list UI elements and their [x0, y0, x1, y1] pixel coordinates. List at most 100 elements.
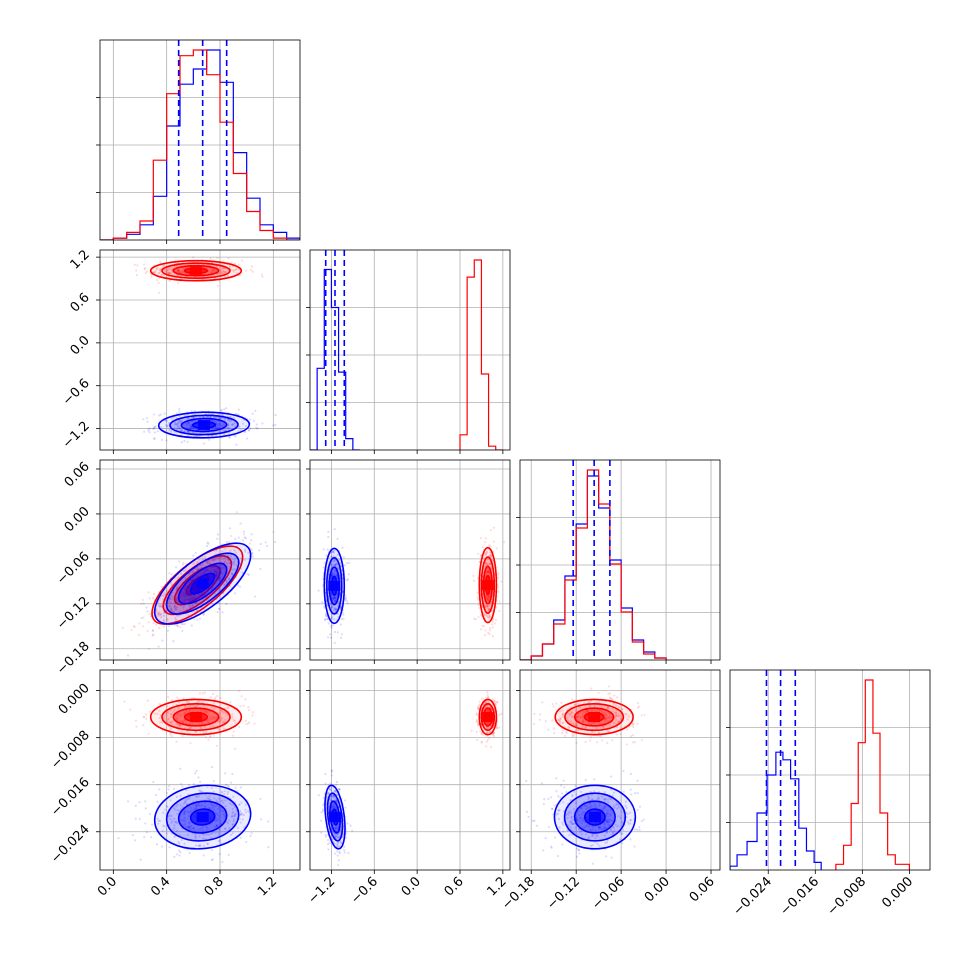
scatter-point: [212, 708, 216, 711]
scatter-point: [218, 566, 221, 569]
scatter-point: [225, 540, 228, 544]
scatter-point: [559, 717, 562, 720]
scatter-point: [563, 734, 566, 737]
scatter-point: [170, 606, 173, 610]
scatter-point: [214, 819, 217, 822]
scatter-point: [175, 265, 178, 268]
scatter-point: [216, 819, 219, 822]
scatter-point: [185, 423, 189, 426]
scatter-point: [625, 728, 628, 731]
scatter-point: [218, 422, 221, 425]
axes-frame: [519, 459, 721, 661]
scatter-point: [179, 594, 182, 597]
scatter-point: [233, 592, 236, 595]
scatter-point: [272, 424, 275, 427]
scatter-point: [219, 424, 222, 427]
scatter-point: [486, 721, 489, 725]
scatter-point: [224, 783, 227, 786]
scatter-point: [173, 426, 176, 429]
scatter-point: [239, 786, 243, 789]
scatter-point: [575, 723, 578, 727]
scatter-point: [332, 560, 335, 563]
y-tick-label: −1.2: [60, 419, 93, 452]
scatter-point: [326, 843, 330, 846]
scatter-point: [332, 550, 335, 553]
scatter-point: [561, 713, 565, 717]
scatter-point: [239, 274, 242, 277]
scatter-point: [169, 709, 172, 712]
scatter-point: [231, 423, 234, 426]
scatter-point: [233, 270, 236, 274]
scatter-point: [177, 269, 180, 272]
scatter-point: [604, 717, 607, 720]
scatter-point: [151, 629, 154, 632]
scatter-point: [201, 593, 204, 597]
scatter-point: [215, 571, 219, 574]
contour-line: [189, 808, 216, 826]
scatter-point: [486, 605, 489, 608]
scatter-point: [136, 264, 139, 267]
scatter-point: [190, 595, 193, 598]
scatter-point: [324, 835, 328, 838]
scatter-point: [239, 809, 242, 813]
scatter-point: [570, 715, 574, 718]
scatter-point: [244, 811, 248, 814]
scatter-point: [153, 431, 156, 434]
scatter-point: [203, 593, 206, 597]
scatter-point: [216, 577, 220, 580]
scatter-point: [561, 721, 564, 724]
scatter-point: [172, 807, 176, 810]
scatter-point: [193, 409, 196, 412]
scatter-point: [202, 730, 205, 733]
scatter-point: [217, 797, 221, 800]
scatter-point: [335, 834, 338, 837]
scatter-point: [332, 803, 336, 806]
scatter-point: [487, 597, 491, 600]
scatter-point: [498, 713, 501, 716]
scatter-point: [484, 629, 487, 632]
scatter-point: [198, 692, 202, 695]
scatter-point: [226, 784, 229, 787]
scatter-point: [489, 745, 493, 749]
scatter-point: [209, 717, 212, 720]
scatter-point: [190, 425, 193, 428]
scatter-point: [487, 571, 490, 574]
scatter-point: [500, 580, 503, 583]
scatter-point: [162, 716, 166, 719]
scatter-point: [178, 849, 181, 852]
scatter-point: [597, 731, 601, 734]
scatter-point: [225, 562, 229, 565]
scatter-point: [579, 716, 583, 719]
scatter-point: [568, 713, 571, 716]
scatter-point: [174, 715, 178, 718]
scatter-point: [485, 572, 488, 575]
scatter-point: [173, 817, 176, 820]
axes-frame: [99, 249, 301, 451]
scatter-point: [483, 702, 486, 705]
scatter-point: [340, 841, 343, 845]
scatter-point: [187, 793, 190, 796]
scatter-point: [175, 713, 178, 716]
scatter-point: [169, 716, 173, 719]
scatter-point: [219, 409, 223, 413]
scatter-point: [133, 263, 136, 266]
scatter-point: [244, 803, 247, 806]
scatter-point: [209, 566, 212, 569]
scatter-point: [247, 551, 250, 554]
scatter-point: [199, 595, 202, 598]
scatter-point: [328, 787, 331, 791]
scatter-point: [224, 417, 227, 420]
scatter-point: [338, 850, 341, 853]
scatter-point: [246, 572, 249, 576]
scatter-point: [176, 576, 180, 579]
scatter-point: [200, 709, 203, 712]
scatter-point: [188, 581, 191, 584]
scatter-point: [338, 852, 341, 855]
scatter-point: [241, 539, 245, 542]
density-core: [329, 812, 341, 823]
scatter-point: [598, 710, 601, 713]
scatter-point: [579, 712, 582, 715]
scatter-point: [322, 804, 325, 807]
scatter-point: [236, 545, 239, 548]
scatter-point: [183, 622, 186, 626]
